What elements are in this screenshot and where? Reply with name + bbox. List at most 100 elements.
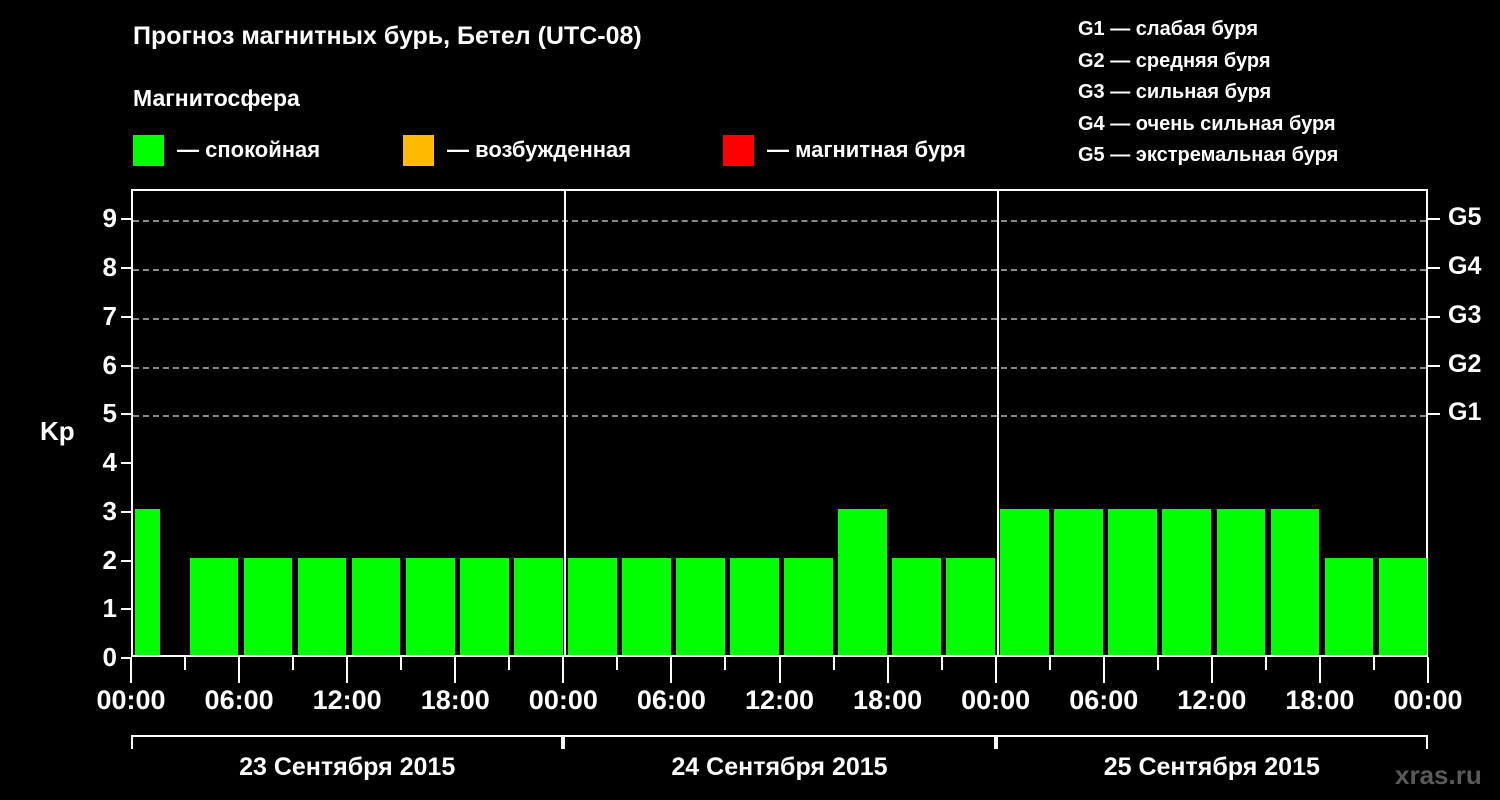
g-tick-label-g2: G2 [1448, 349, 1482, 378]
x-tick-major [1318, 657, 1321, 683]
g-scale-description: — экстремальная буря [1104, 144, 1339, 166]
g-scale-code: G4 [1078, 112, 1105, 135]
x-tick-label: 00:00 [96, 685, 166, 715]
g-scale-legend: G1 — слабая буря G2 — средняя буря G3 — си… [1078, 14, 1498, 172]
bar [676, 557, 725, 655]
g-scale-row-g2: G2 — средняя буря [1078, 46, 1498, 78]
g-scale-code: G5 [1078, 144, 1105, 166]
date-band-label-3: 25 Сентября 2015 [1103, 753, 1320, 781]
watermark: xras.ru [1395, 760, 1482, 790]
g-tick-label-g5: G5 [1448, 203, 1482, 232]
x-tick-major [130, 657, 132, 683]
y-tick-label-8: 8 [102, 252, 117, 282]
x-tick-label: 00:00 [1393, 685, 1463, 715]
x-tick-label: 00:00 [961, 685, 1031, 715]
x-tick-major [238, 657, 241, 683]
y-tick-mark-8 [121, 267, 131, 269]
bar [243, 557, 293, 655]
bar [1108, 508, 1158, 655]
bar [1378, 557, 1428, 655]
chart-plot-inner [133, 191, 1428, 655]
g-tick-mark-g4 [1428, 267, 1440, 269]
date-band-bracket-3 [995, 735, 1428, 749]
g-scale-row-g1: G1 — слабая буря [1078, 14, 1498, 46]
x-tick-minor [832, 657, 835, 670]
x-tick-minor [940, 657, 943, 670]
x-tick-major [1427, 657, 1429, 683]
x-tick-major [1210, 657, 1213, 683]
y-tick-label-2: 2 [102, 544, 117, 575]
g-tick-label-g3: G3 [1448, 300, 1482, 329]
y-tick-mark-3 [121, 510, 131, 513]
x-tick-minor [1264, 657, 1267, 670]
g-scale-row-g3: G3 — сильная буря [1078, 77, 1498, 109]
x-tick-label: 18:00 [1285, 685, 1355, 715]
x-tick-major [778, 657, 781, 683]
legend-label-active: — возбужденная [447, 137, 632, 162]
y-tick-label-7: 7 [102, 300, 117, 331]
x-tick-minor [616, 657, 619, 670]
y-tick-mark-7 [121, 315, 131, 318]
x-tick-minor [184, 657, 187, 670]
x-tick-minor [724, 657, 727, 670]
y-tick-label-5: 5 [102, 398, 117, 429]
g-scale-description: — слабая буря [1104, 18, 1259, 40]
gridline-kp-6 [133, 366, 1426, 369]
x-tick-label: 06:00 [636, 685, 706, 715]
g-tick-mark-g3 [1428, 315, 1440, 318]
magnetosphere-heading: Магнитосфера [133, 85, 300, 111]
legend-swatch-storm-icon [723, 134, 754, 166]
bar [892, 557, 941, 655]
g-tick-label-g4: G4 [1448, 252, 1482, 280]
x-tick-minor [1048, 657, 1051, 670]
bar [189, 557, 239, 655]
bar [297, 557, 347, 655]
legend-swatch-active-icon [403, 134, 434, 166]
x-tick-minor [508, 657, 511, 670]
legend-label-storm: — магнитная буря [767, 137, 966, 162]
g-tick-mark-g5 [1428, 218, 1440, 221]
y-tick-mark-2 [121, 559, 131, 562]
day-separator-2 [996, 191, 999, 655]
bar [838, 508, 887, 655]
y-tick-label-3: 3 [102, 495, 117, 526]
y-tick-label-1: 1 [102, 593, 117, 624]
y-tick-mark-5 [121, 413, 131, 416]
g-tick-mark-g1 [1428, 413, 1440, 416]
date-band-label-1: 23 Сентября 2015 [239, 753, 456, 781]
date-band-bracket-1 [131, 735, 564, 749]
x-tick-label: 12:00 [744, 685, 815, 715]
legend-item-quiet: — спокойная [133, 133, 320, 167]
g-scale-code: G1 [1078, 18, 1105, 40]
x-tick-minor [292, 657, 295, 670]
bar [1162, 508, 1212, 655]
x-tick-major [346, 657, 349, 683]
bar [1270, 508, 1320, 655]
gridline-kp-7 [133, 317, 1426, 320]
g-scale-code: G2 [1078, 49, 1105, 72]
x-tick-major [454, 657, 457, 683]
bar [405, 557, 455, 655]
y-axis-kp: 0 1 2 3 4 5 6 7 8 9 [55, 189, 131, 670]
date-band-bracket-2 [563, 735, 996, 749]
gridline-kp-5 [133, 415, 1426, 418]
x-tick-major [670, 657, 673, 683]
g-tick-mark-g2 [1428, 364, 1440, 367]
gridline-kp-9 [133, 220, 1426, 223]
bar [622, 557, 671, 655]
bar [135, 508, 160, 655]
g-scale-description: — сильная буря [1104, 81, 1272, 103]
y-tick-label-9: 9 [102, 203, 117, 234]
date-bands: 23 Сентября 2015 24 Сентября 2015 25 Сентя… [131, 735, 1428, 795]
gridline-kp-8 [133, 269, 1426, 271]
g-tick-label-g1: G1 [1448, 398, 1482, 427]
x-tick-minor [400, 657, 403, 670]
y-tick-mark-4 [121, 462, 131, 464]
y-axis-label: Kp [40, 416, 75, 446]
y-tick-mark-1 [121, 608, 131, 611]
y-axis-g-scale: G1 G2 G3 G4 G5 [1428, 189, 1500, 657]
page-title: Прогноз магнитных бурь, Бетел (UTC-08) [133, 22, 642, 50]
y-tick-mark-0 [121, 657, 131, 659]
bar [513, 557, 563, 655]
bar [1000, 508, 1049, 655]
